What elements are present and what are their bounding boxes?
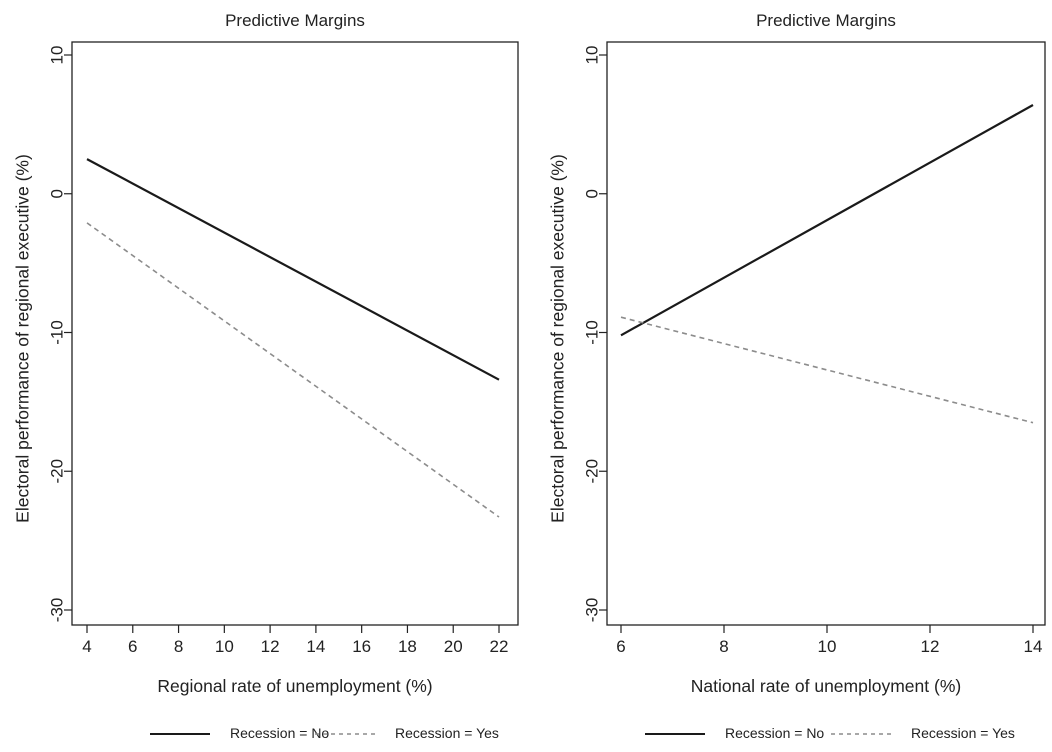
x-tick-label: 10: [818, 637, 837, 656]
series-line-recession: [86, 222, 500, 518]
y-tick-label: 10: [47, 46, 66, 65]
plot-area: [606, 41, 1046, 626]
y-tick-label: -10: [582, 320, 601, 345]
y-tick-label: 0: [47, 189, 66, 198]
y-tick-label: 0: [582, 189, 601, 198]
right-chart-panel: Predictive Margins 10 0 -10 -20 -30 6 8 10 12 14 Na…: [535, 0, 1052, 747]
x-tick-label: 12: [261, 637, 280, 656]
x-tick-label: 22: [490, 637, 509, 656]
x-tick-label: 10: [215, 637, 234, 656]
y-axis-label: Electoral performance of regional execut…: [13, 154, 33, 523]
series-line-no-recession: [620, 104, 1034, 337]
left-chart-panel: Predictive Margins 10 0 -10 -20 -30 4 6 8 10 12 14 1…: [0, 0, 526, 747]
left-chart: Predictive Margins 10 0 -10 -20 -30 4 6 8 10 12 14 1…: [13, 11, 519, 741]
series-line-no-recession: [86, 158, 500, 381]
y-tick-label: -30: [582, 598, 601, 623]
legend-label: Recession = No: [725, 725, 824, 741]
chart-title: Predictive Margins: [756, 11, 896, 30]
legend-label: Recession = Yes: [395, 725, 499, 741]
x-tick-label: 6: [128, 637, 137, 656]
chart-title: Predictive Margins: [225, 11, 365, 30]
series-line-recession: [620, 316, 1034, 424]
y-tick-label: -20: [47, 459, 66, 484]
x-axis-label: Regional rate of unemployment (%): [157, 676, 432, 696]
y-axis-label: Electoral performance of regional execut…: [548, 154, 568, 523]
x-tick-label: 14: [306, 637, 325, 656]
x-tick-label: 4: [82, 637, 91, 656]
y-tick-label: 10: [582, 46, 601, 65]
y-tick-label: -30: [47, 598, 66, 623]
legend-label: Recession = Yes: [911, 725, 1015, 741]
x-tick-label: 12: [921, 637, 940, 656]
x-axis-label: National rate of unemployment (%): [691, 676, 961, 696]
right-chart: Predictive Margins 10 0 -10 -20 -30 6 8 10 12 14 Na…: [548, 11, 1046, 741]
x-tick-label: 8: [719, 637, 728, 656]
x-tick-label: 16: [352, 637, 371, 656]
x-tick-label: 8: [174, 637, 183, 656]
x-tick-label: 14: [1024, 637, 1043, 656]
x-tick-label: 6: [616, 637, 625, 656]
plot-area: [71, 41, 519, 626]
x-tick-label: 18: [398, 637, 417, 656]
legend-label: Recession = No: [230, 725, 329, 741]
x-tick-label: 20: [444, 637, 463, 656]
y-tick-label: -20: [582, 459, 601, 484]
y-tick-label: -10: [47, 320, 66, 345]
